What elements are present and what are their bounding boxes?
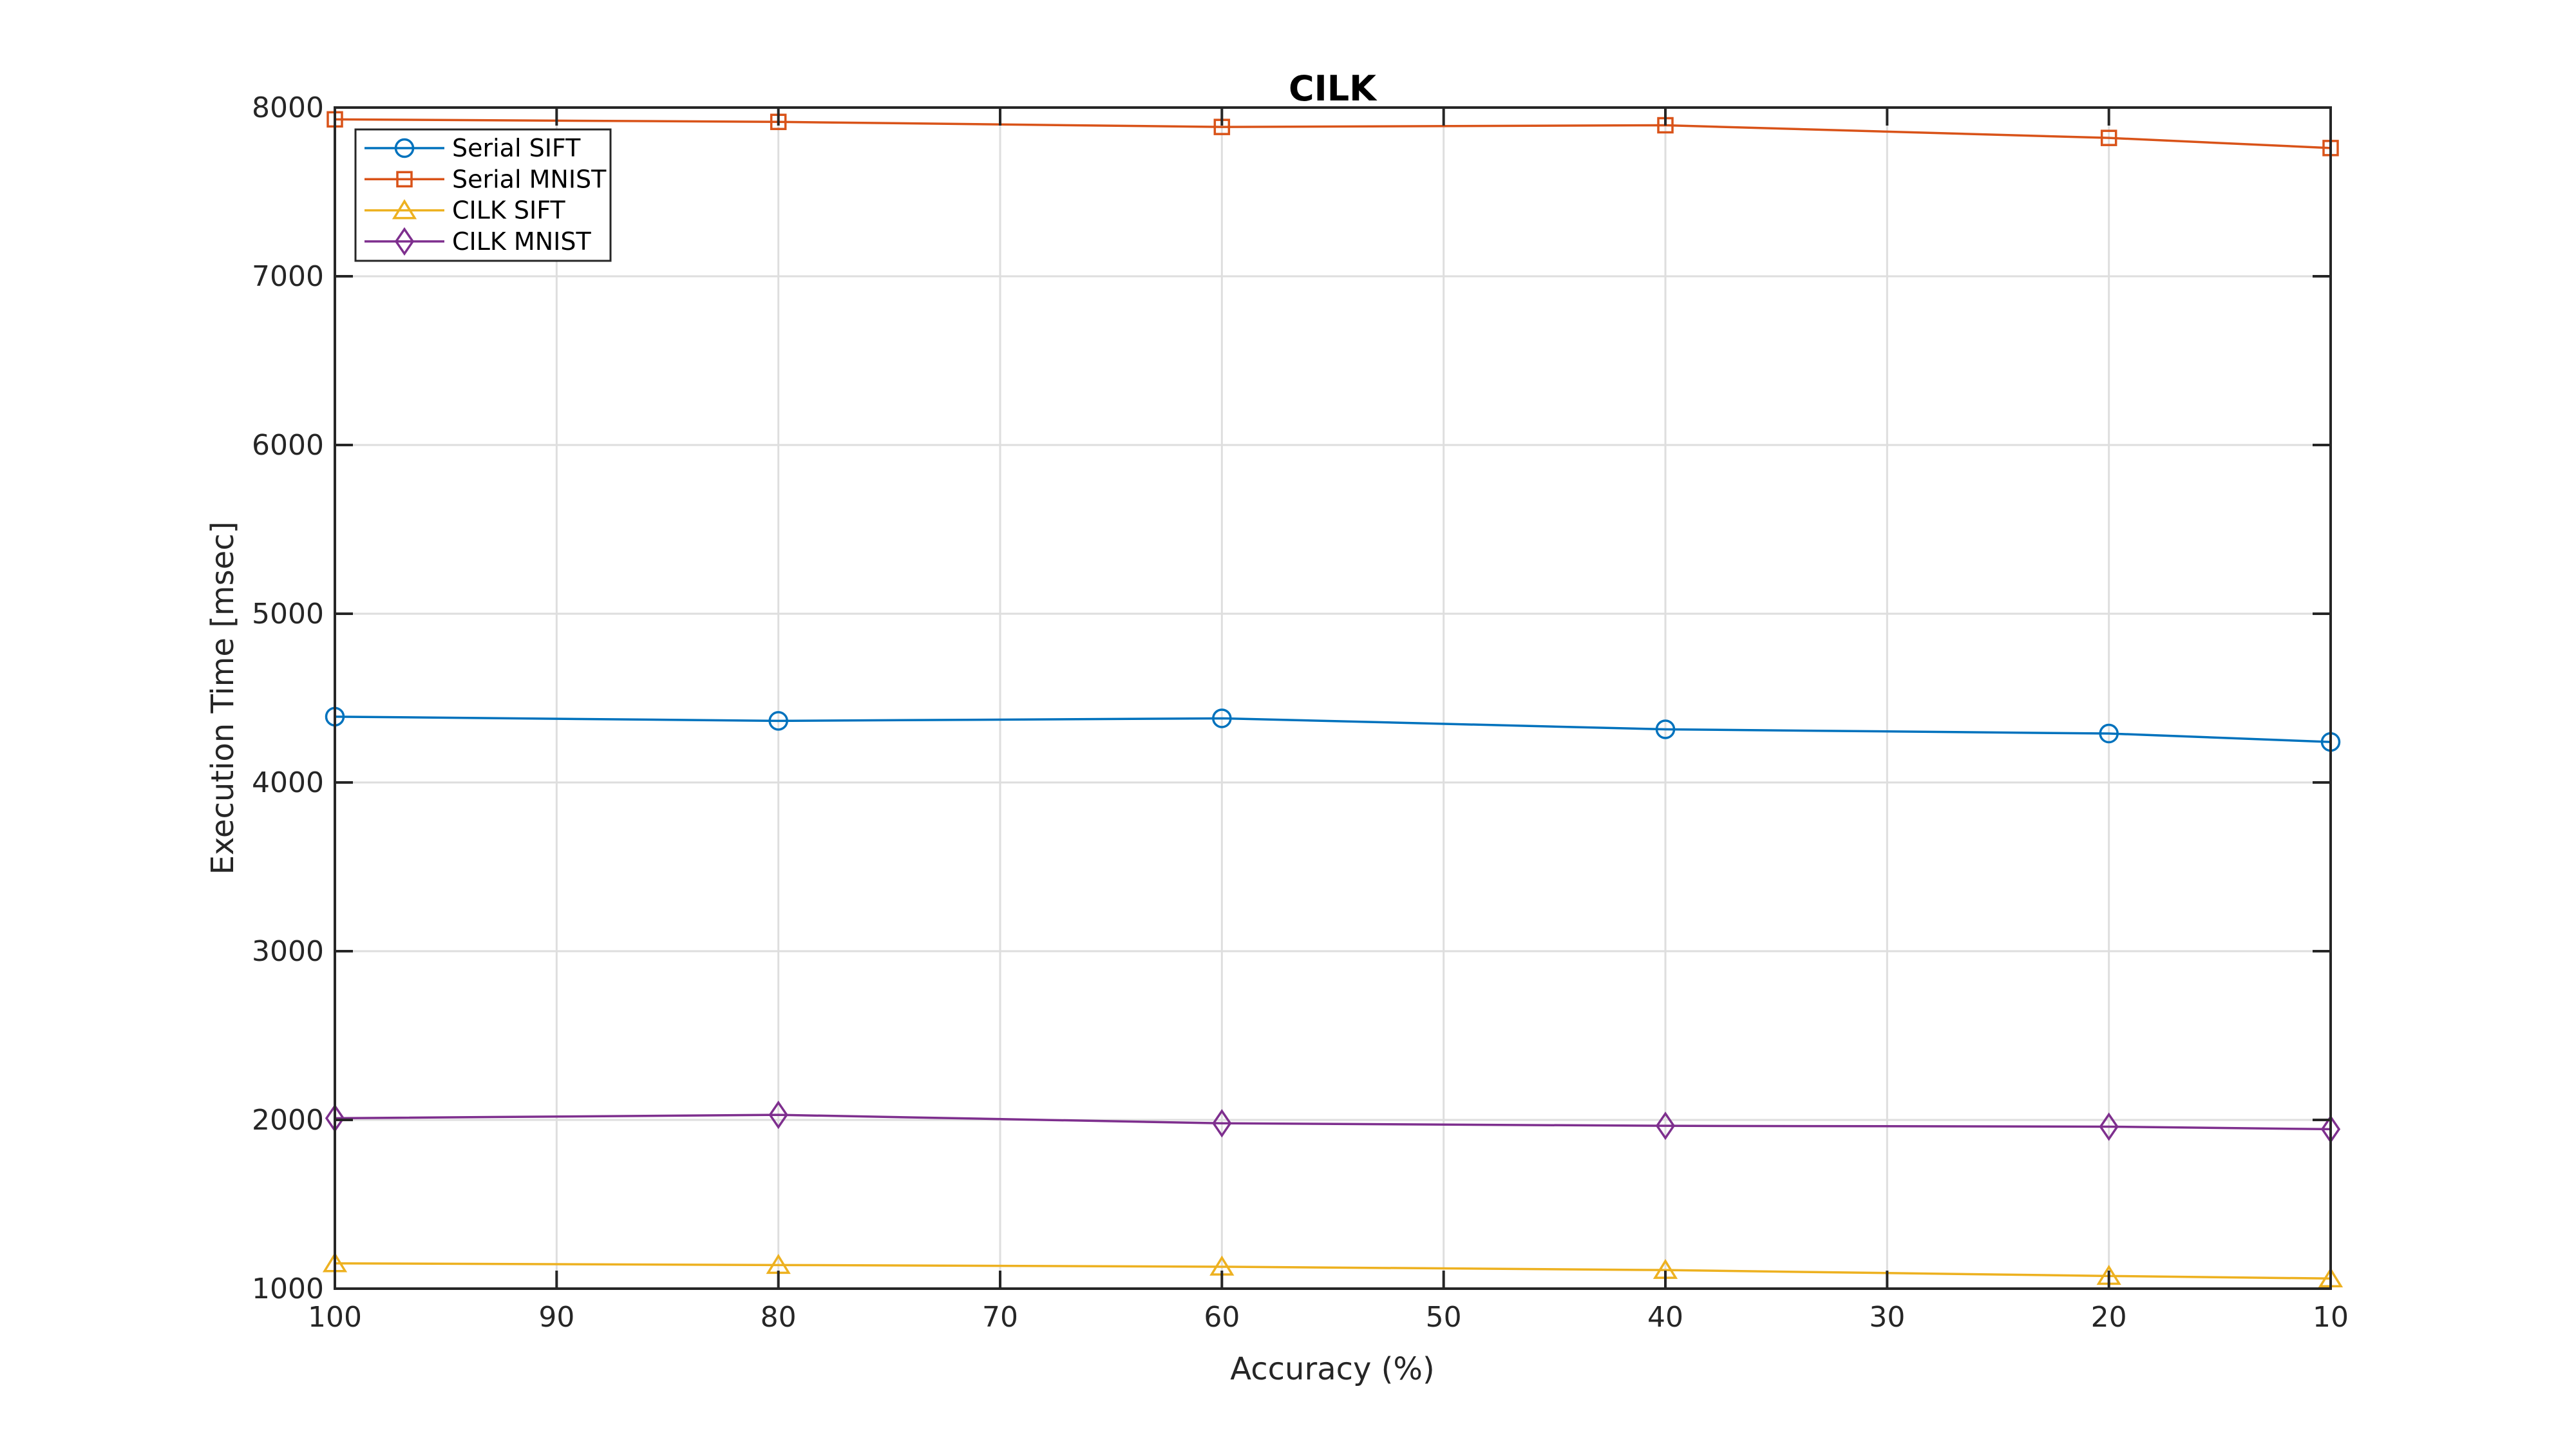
legend-marker-triangle <box>392 199 417 220</box>
x-tick-label: 100 <box>308 1301 362 1334</box>
y-tick-label: 4000 <box>252 766 324 799</box>
legend-marker-circle <box>394 138 415 158</box>
legend-entry-serial-mnist: Serial MNIST <box>365 165 607 193</box>
x-tick-label: 60 <box>1204 1301 1240 1334</box>
x-tick-label: 30 <box>1869 1301 1905 1334</box>
data-point-cilk-mnist <box>1655 1112 1676 1141</box>
y-tick-label: 7000 <box>252 260 324 293</box>
series-line-serial-sift <box>334 715 2331 743</box>
series-serial-sift <box>325 706 2341 752</box>
legend-label-cilk-sift: CILK SIFT <box>452 196 565 225</box>
x-tick-label: 90 <box>538 1301 574 1334</box>
x-tick-label: 40 <box>1647 1301 1683 1334</box>
series-line-cilk-mnist <box>334 1113 2331 1131</box>
plot-border <box>334 106 2332 1290</box>
series-line-serial-mnist <box>334 118 2331 149</box>
legend-entry-cilk-mnist: CILK MNIST <box>365 227 591 256</box>
y-tick-label: 3000 <box>252 935 324 968</box>
x-tick-label: 70 <box>982 1301 1018 1334</box>
data-series <box>322 111 2344 1288</box>
tick-labels: 100 90 80 70 60 50 40 30 20 10 1000 2000 3000 4000 500… <box>252 91 2349 1334</box>
y-tick-label: 2000 <box>252 1104 324 1137</box>
grid-lines <box>335 108 2331 1289</box>
x-axis-label: Accuracy (%) <box>1230 1351 1434 1387</box>
legend-marker-square <box>396 171 413 188</box>
y-axis-label: Execution Time [msec] <box>205 522 241 875</box>
data-point-serial-sift <box>2099 723 2119 744</box>
series-cilk-sift <box>322 1252 2344 1288</box>
data-point-cilk-mnist <box>768 1101 788 1130</box>
data-point-serial-mnist <box>2100 129 2117 146</box>
data-point-serial-sift <box>1212 708 1232 728</box>
tick-marks <box>334 106 2332 1290</box>
legend-entry-serial-sift: Serial SIFT <box>365 134 581 162</box>
y-tick-label: 1000 <box>252 1273 324 1305</box>
axes-box <box>334 106 2332 1290</box>
legend-entry-cilk-sift: CILK SIFT <box>365 196 565 225</box>
legend-marker-diamond <box>394 227 415 256</box>
series-line-cilk-sift <box>334 1262 2331 1280</box>
data-point-serial-sift <box>768 711 788 731</box>
legend-label-cilk-mnist: CILK MNIST <box>452 227 591 256</box>
y-tick-label: 8000 <box>252 91 324 124</box>
x-tick-label: 50 <box>1426 1301 1462 1334</box>
chart-title: CILK <box>1289 68 1378 109</box>
legend-label-serial-sift: Serial SIFT <box>452 134 581 162</box>
series-cilk-mnist <box>325 1101 2341 1144</box>
series-serial-mnist <box>327 111 2339 156</box>
data-point-cilk-mnist <box>1212 1109 1232 1138</box>
data-point-cilk-mnist <box>2099 1112 2119 1141</box>
x-tick-label: 20 <box>2091 1301 2127 1334</box>
x-tick-label: 80 <box>761 1301 797 1334</box>
y-tick-label: 5000 <box>252 598 324 630</box>
x-tick-label: 10 <box>2313 1301 2349 1334</box>
data-point-serial-sift <box>1655 719 1676 739</box>
y-tick-label: 6000 <box>252 429 324 462</box>
legend-label-serial-mnist: Serial MNIST <box>452 165 607 193</box>
